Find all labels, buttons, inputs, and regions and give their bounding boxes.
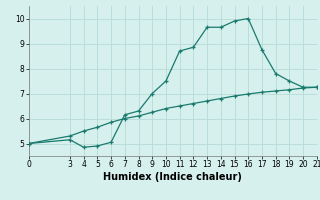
- X-axis label: Humidex (Indice chaleur): Humidex (Indice chaleur): [103, 172, 242, 182]
